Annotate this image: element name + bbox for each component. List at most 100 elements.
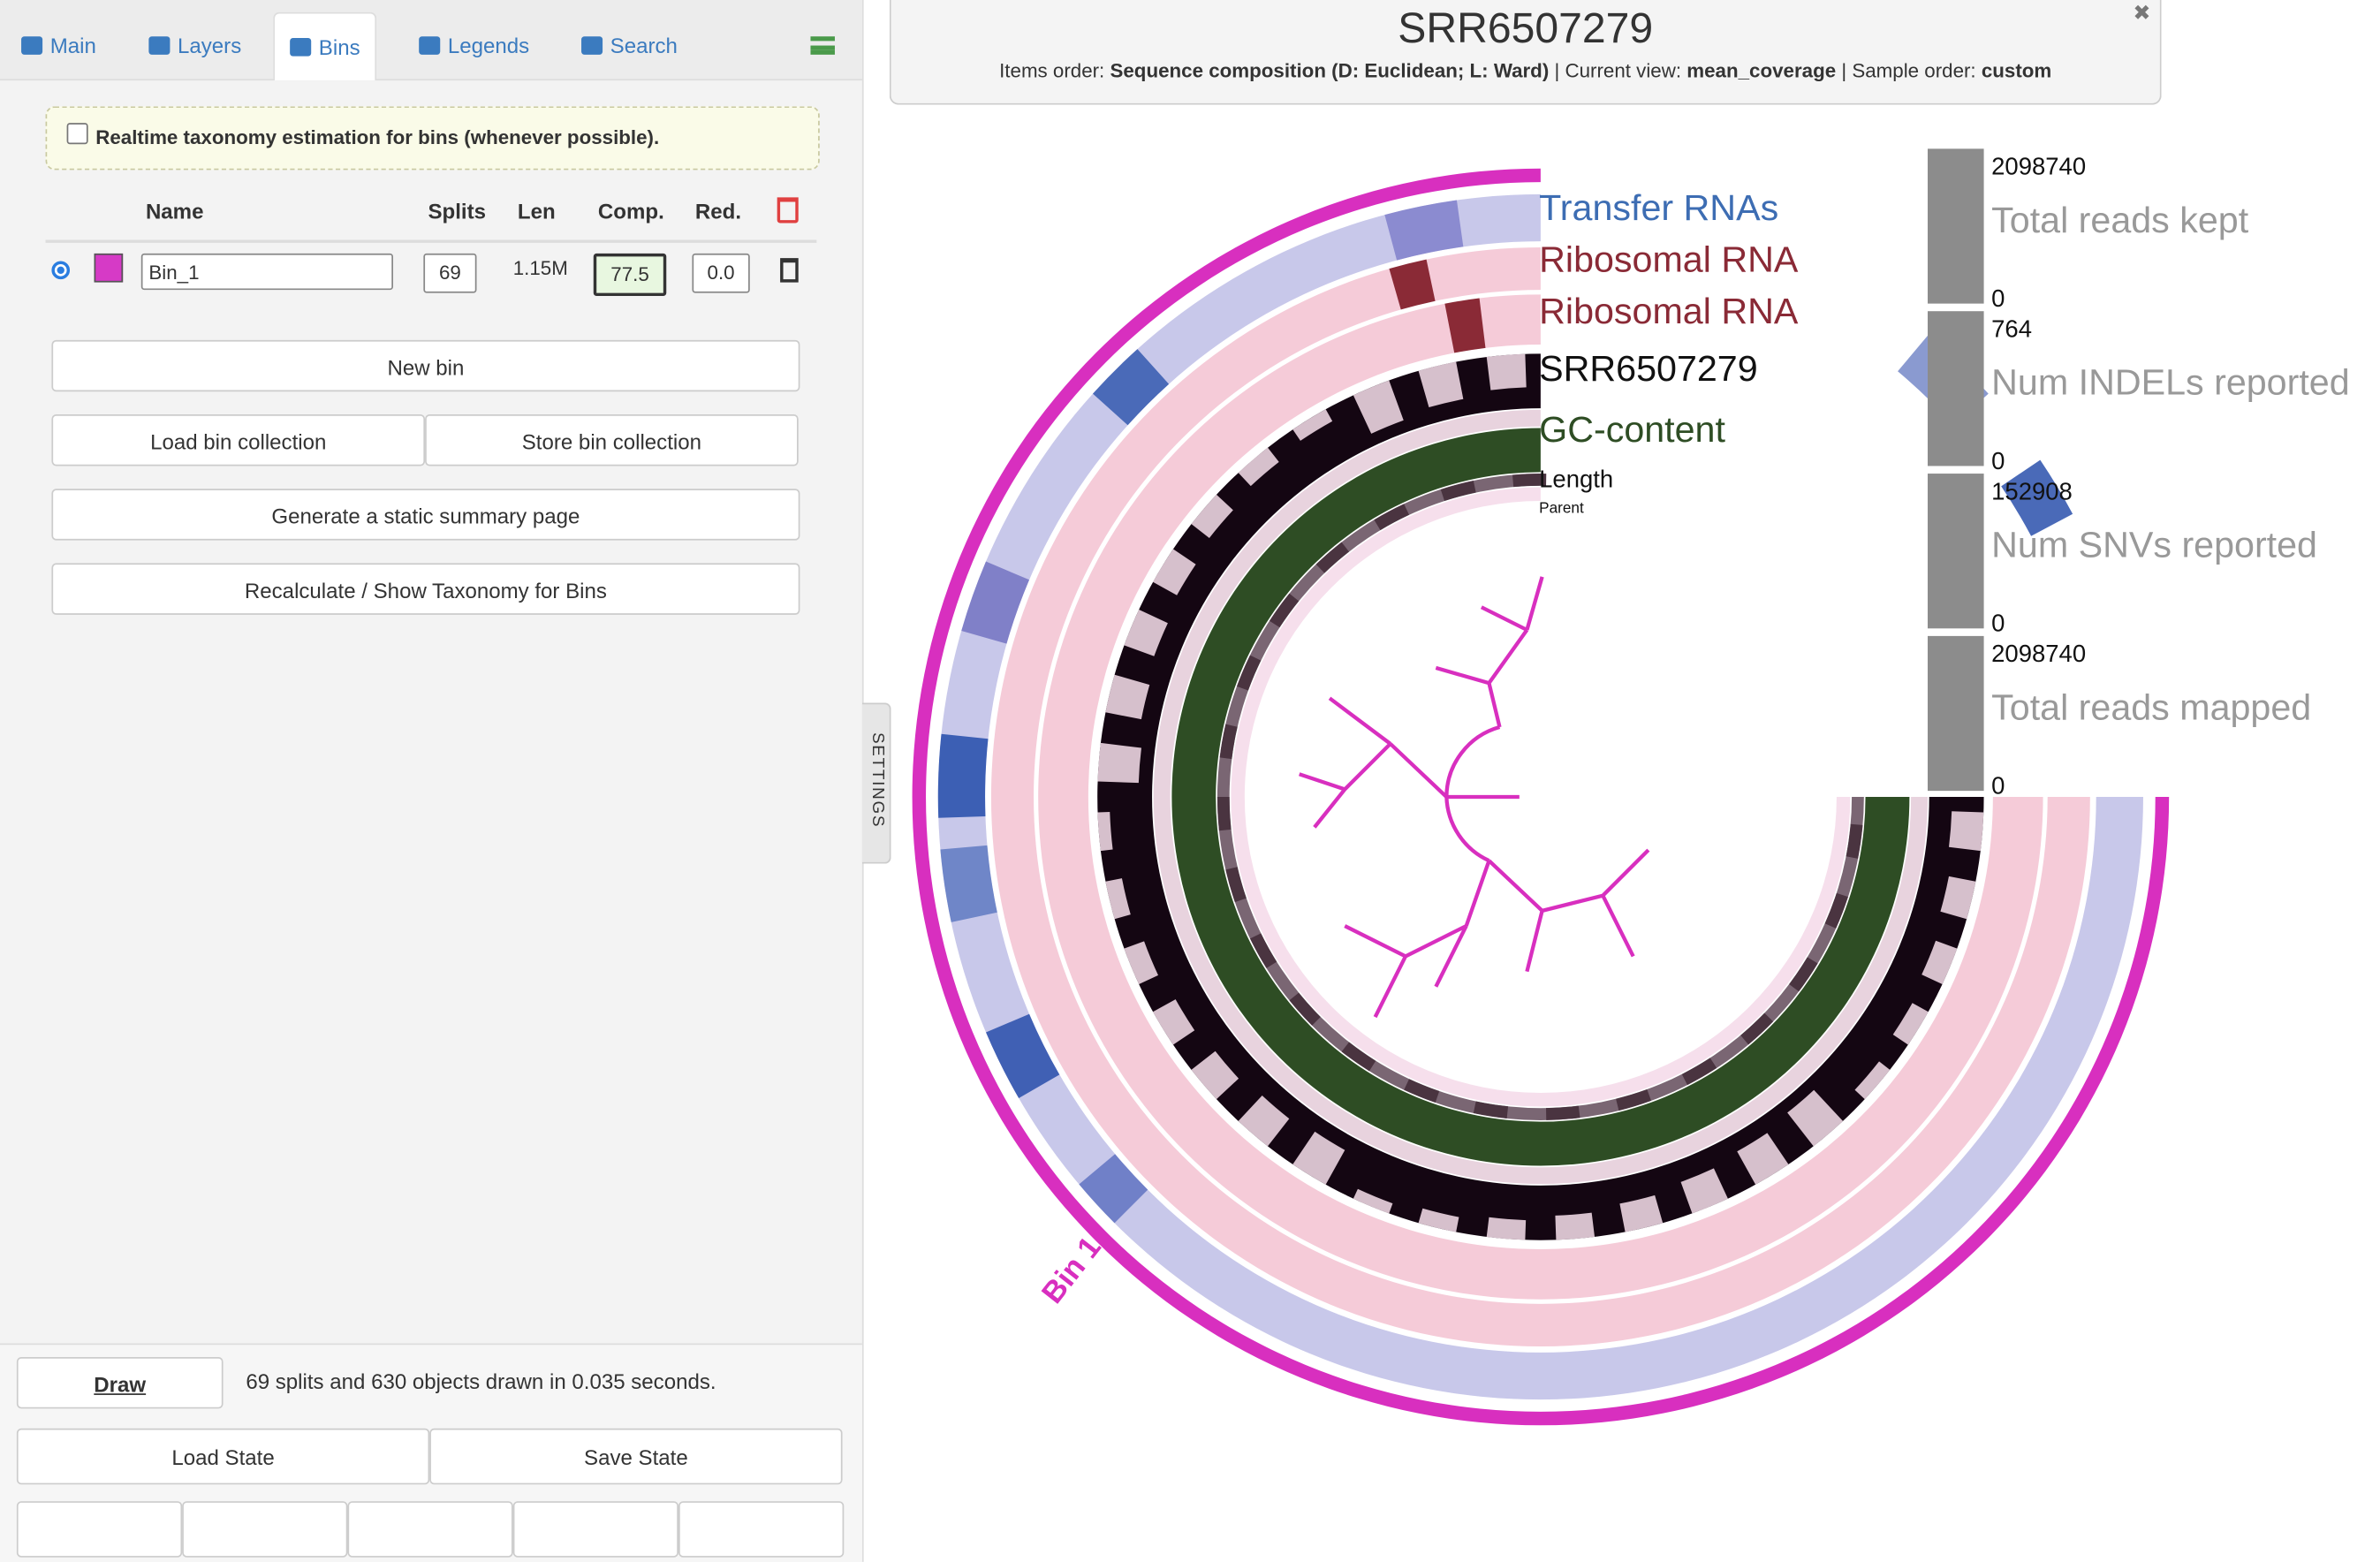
settings-toggle[interactable]: SETTINGS bbox=[861, 702, 891, 864]
bump bbox=[1236, 655, 1262, 691]
segment bbox=[2001, 459, 2073, 536]
bump bbox=[1225, 867, 1247, 903]
bump bbox=[1418, 361, 1464, 408]
subtitle-part: mean_coverage bbox=[1686, 59, 1837, 82]
tab[interactable]: Legends bbox=[419, 12, 529, 80]
zoom-out[interactable] bbox=[182, 1501, 348, 1558]
bar-label: Num SNVs reported bbox=[1991, 525, 2317, 565]
subtitle-part: Items order: bbox=[999, 59, 1110, 82]
tab-label: Main bbox=[49, 33, 96, 58]
bump bbox=[1249, 933, 1277, 968]
segment bbox=[1444, 298, 1486, 353]
bar-label: Total reads mapped bbox=[1991, 686, 2311, 727]
segment bbox=[940, 845, 997, 922]
button[interactable]: Save State bbox=[429, 1428, 843, 1485]
button[interactable]: Load State bbox=[16, 1428, 430, 1485]
tab[interactable]: Layers bbox=[148, 12, 241, 80]
delete-icon[interactable] bbox=[780, 258, 799, 283]
subtitle-part: | Current view: bbox=[1549, 59, 1687, 82]
bump bbox=[1219, 724, 1238, 760]
bump bbox=[1440, 481, 1476, 502]
layer-label: Transfer RNAs bbox=[1539, 187, 1778, 228]
button-label: Store bin collection bbox=[521, 429, 702, 454]
tab[interactable]: Search bbox=[581, 12, 678, 80]
tab[interactable]: Bins bbox=[273, 11, 377, 81]
bar bbox=[1927, 148, 1984, 304]
bump bbox=[1619, 1194, 1664, 1232]
splits[interactable]: 69 bbox=[423, 253, 477, 293]
radio[interactable] bbox=[51, 261, 71, 280]
button[interactable]: Load bin collection bbox=[51, 414, 426, 466]
button[interactable]: Store bin collection bbox=[425, 414, 799, 466]
column-header: Len bbox=[517, 199, 556, 224]
layer-label: Ribosomal RNA bbox=[1539, 291, 1799, 331]
segment bbox=[1079, 1154, 1148, 1224]
bar-max: 152908 bbox=[1991, 477, 2073, 504]
zoom-in[interactable] bbox=[16, 1501, 183, 1558]
subtitle-part: | Sample order: bbox=[1836, 59, 1982, 82]
bump bbox=[1097, 742, 1141, 784]
button-label: Save State bbox=[584, 1444, 688, 1470]
layer-label: Length bbox=[1539, 466, 1613, 493]
bump bbox=[1418, 1208, 1459, 1232]
close-button[interactable]: ✖ bbox=[2133, 0, 2151, 25]
button-label: Load bin collection bbox=[150, 429, 327, 454]
bin-label: Bin 1 bbox=[1035, 1231, 1108, 1310]
bump bbox=[1921, 940, 1958, 985]
button-label: New bin bbox=[387, 355, 465, 380]
realtime-option[interactable]: Realtime taxonomy estimation for bins (w… bbox=[45, 106, 820, 171]
bar-min: 0 bbox=[1991, 772, 2005, 800]
subtitle-part: Sequence composition (D: Euclidean; L: W… bbox=[1110, 59, 1550, 82]
bump bbox=[1191, 1050, 1239, 1100]
dendrogram bbox=[1299, 576, 1650, 1019]
layer-label: SRR6507279 bbox=[1539, 348, 1758, 389]
bump bbox=[1153, 549, 1196, 595]
bump bbox=[1374, 504, 1410, 531]
tab-label: Legends bbox=[447, 33, 530, 58]
upload[interactable] bbox=[512, 1501, 678, 1558]
bump bbox=[1546, 1105, 1580, 1120]
bar-max: 2098740 bbox=[1991, 153, 2086, 180]
bump bbox=[1486, 1217, 1527, 1240]
bump bbox=[1740, 1012, 1774, 1045]
save[interactable] bbox=[678, 1501, 845, 1558]
bump bbox=[1616, 1088, 1652, 1111]
color-swatch[interactable] bbox=[94, 253, 124, 283]
bump bbox=[1854, 1061, 1891, 1100]
layer-label: Parent bbox=[1539, 499, 1584, 517]
bump bbox=[1940, 876, 1976, 920]
button[interactable]: New bin bbox=[51, 339, 800, 392]
status: 69 splits and 630 objects drawn in 0.035… bbox=[246, 1369, 716, 1394]
redundancy[interactable]: 0.0 bbox=[692, 253, 750, 293]
checkbox-label: Realtime taxonomy estimation for bins (w… bbox=[95, 125, 660, 149]
tab[interactable]: Main bbox=[21, 12, 96, 80]
bump bbox=[1949, 811, 1984, 852]
delete-all-icon[interactable] bbox=[777, 197, 799, 224]
bump bbox=[1787, 1089, 1844, 1147]
settings-label: SETTINGS bbox=[868, 732, 887, 829]
button[interactable]: Recalculate / Show Taxonomy for Bins bbox=[51, 563, 800, 615]
menu-button[interactable] bbox=[810, 36, 835, 55]
bump bbox=[1555, 1212, 1596, 1240]
bar bbox=[1927, 311, 1984, 466]
bin-name-input[interactable]: Bin_1 bbox=[140, 253, 393, 291]
center[interactable] bbox=[347, 1501, 513, 1558]
completion[interactable]: 77.5 bbox=[593, 253, 667, 297]
bump bbox=[1789, 957, 1818, 992]
bump bbox=[1824, 892, 1848, 929]
bump bbox=[1191, 494, 1233, 539]
bump bbox=[1124, 941, 1158, 985]
bump bbox=[1737, 1133, 1789, 1185]
tab-label: Layers bbox=[178, 33, 242, 58]
segment bbox=[986, 1013, 1060, 1099]
bump bbox=[1217, 797, 1232, 831]
checkbox[interactable] bbox=[66, 123, 88, 145]
bump bbox=[1315, 542, 1350, 573]
bar bbox=[1927, 635, 1984, 792]
bump bbox=[1238, 447, 1279, 487]
draw-button[interactable]: Draw bbox=[16, 1356, 224, 1409]
button[interactable]: Generate a static summary page bbox=[51, 489, 800, 541]
bump bbox=[1846, 823, 1863, 859]
bump bbox=[1473, 1101, 1509, 1118]
